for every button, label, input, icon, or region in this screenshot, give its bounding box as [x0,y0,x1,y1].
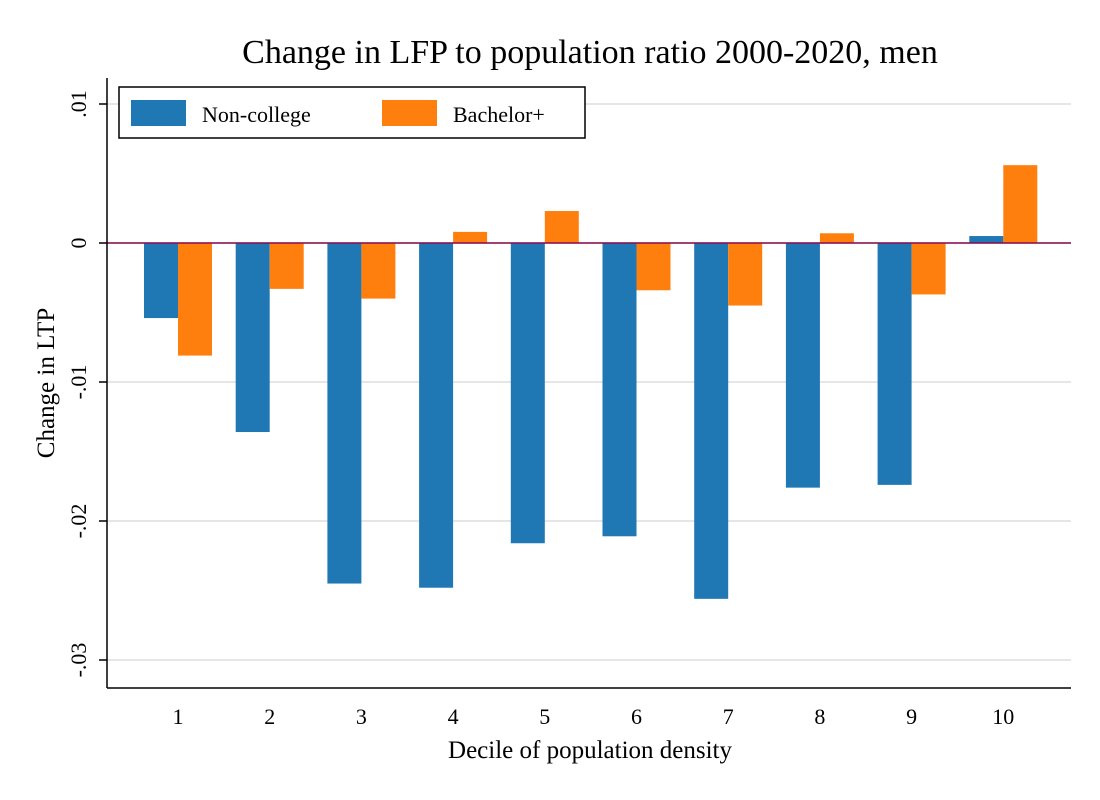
y-tick-label: -.02 [66,504,91,539]
legend-box [118,86,586,139]
y-ticks: .01 0 -.01 -.02 -.03 [66,90,107,677]
x-tick-label: 10 [992,704,1014,729]
bar-non-college-4 [419,243,454,588]
bar-bachelor-2 [269,243,304,289]
bar-non-college-10 [969,236,1004,243]
chart-title: Change in LFP to population ratio 2000-2… [242,34,938,71]
y-axis-label: Change in LTP [33,308,60,458]
legend-label-bachelor: Bachelor+ [453,102,545,127]
x-tick-label: 8 [814,704,825,729]
bars [144,165,1038,599]
x-ticks: 1 2 3 4 5 6 7 8 9 10 [173,704,1015,729]
x-tick-label: 1 [173,704,184,729]
x-tick-label: 9 [906,704,917,729]
bar-non-college-6 [602,243,637,537]
y-tick-label: 0 [66,238,91,249]
bar-non-college-8 [785,243,820,488]
legend-swatch-non-college [131,100,186,126]
legend-label-non-college: Non-college [202,102,311,127]
bar-non-college-1 [144,243,178,319]
bar-bachelor-5 [544,211,579,243]
x-tick-label: 6 [631,704,642,729]
y-tick-label: .01 [66,90,91,118]
bar-bachelor-10 [1003,165,1038,243]
x-tick-label: 7 [723,704,734,729]
bar-bachelor-7 [728,243,763,306]
bar-non-college-7 [694,243,729,599]
bar-bachelor-6 [636,243,671,291]
bar-bachelor-4 [453,231,488,243]
x-tick-label: 2 [264,704,275,729]
bar-bachelor-3 [361,243,396,299]
y-tick-label: -.03 [66,643,91,678]
bar-non-college-2 [235,243,270,433]
bar-bachelor-9 [911,243,946,295]
bar-non-college-5 [510,243,545,544]
x-axis-label: Decile of population density [448,737,732,764]
bar-bachelor-8 [819,233,854,243]
bar-non-college-3 [327,243,362,584]
x-tick-label: 5 [539,704,550,729]
bar-bachelor-1 [178,243,212,356]
x-tick-label: 4 [448,704,459,729]
bar-non-college-9 [877,243,912,485]
legend-swatch-bachelor [382,100,437,126]
x-tick-label: 3 [356,704,367,729]
y-tick-label: -.01 [66,365,91,400]
legend: Non-college Bachelor+ [118,86,586,139]
